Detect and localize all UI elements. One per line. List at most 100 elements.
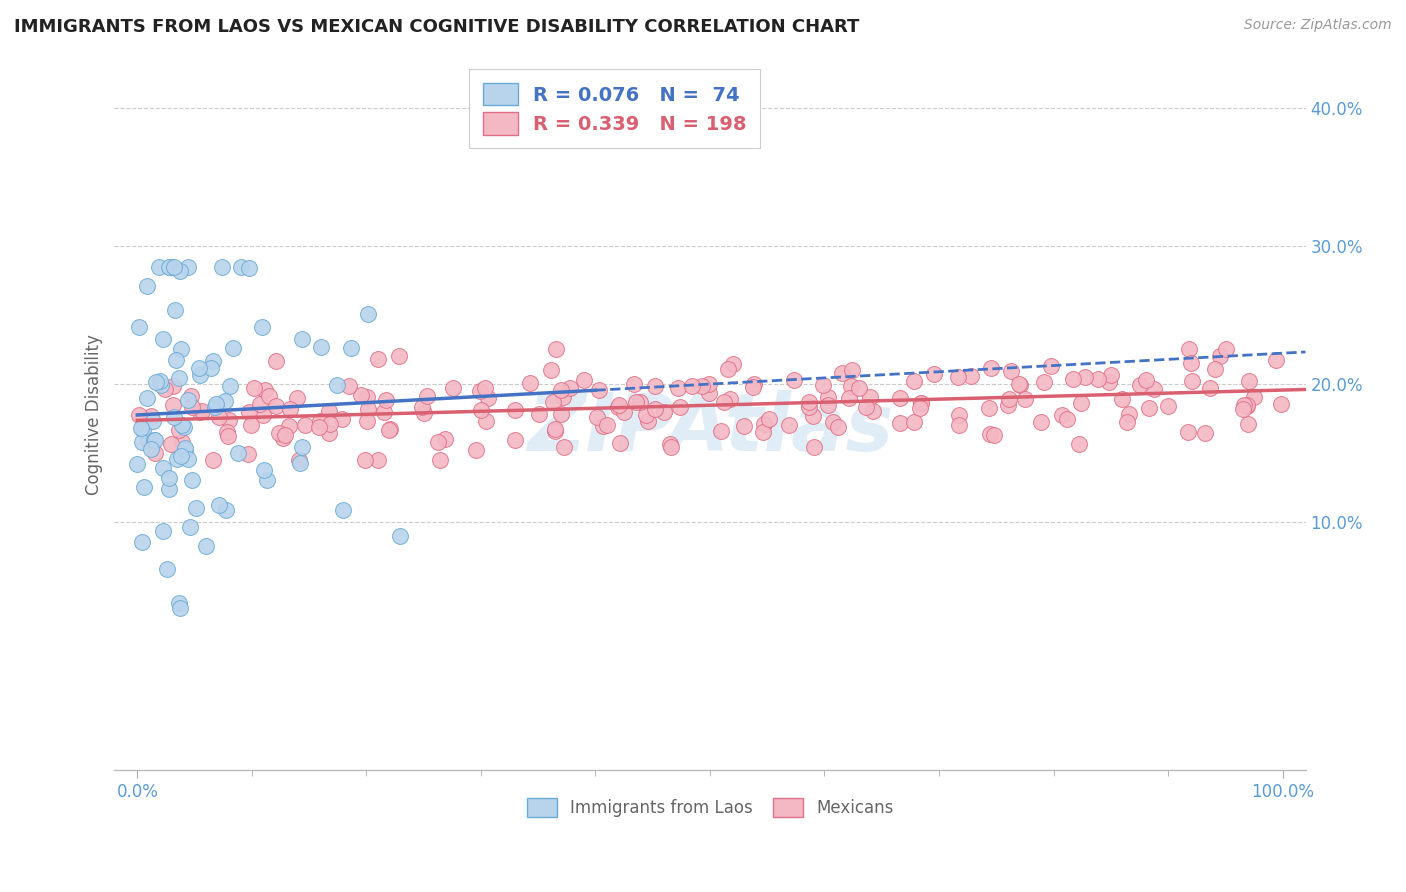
Point	[1111, 392, 1133, 406]
Point	[855, 400, 877, 414]
Point	[167, 596, 190, 610]
Point	[1180, 356, 1202, 370]
Point	[574, 373, 596, 387]
Point	[607, 398, 630, 412]
Point	[1239, 374, 1261, 388]
Point	[174, 441, 197, 455]
Point	[1243, 390, 1265, 404]
Point	[980, 360, 1002, 375]
Point	[1236, 399, 1258, 413]
Point	[242, 381, 264, 395]
Point	[167, 371, 190, 385]
Point	[959, 368, 981, 383]
Point	[357, 401, 380, 416]
Point	[1000, 364, 1022, 378]
Point	[1087, 372, 1109, 386]
Point	[128, 320, 150, 334]
Point	[129, 421, 152, 435]
Point	[211, 260, 233, 274]
Point	[544, 421, 567, 435]
Point	[188, 360, 211, 375]
Point	[801, 409, 824, 423]
Point	[558, 381, 581, 395]
Point	[803, 440, 825, 454]
Point	[202, 354, 225, 368]
Point	[948, 408, 970, 422]
Point	[1157, 399, 1180, 413]
Point	[946, 370, 969, 384]
Point	[543, 395, 565, 409]
Point	[143, 433, 166, 447]
Point	[170, 417, 193, 432]
Point	[637, 415, 659, 429]
Point	[190, 368, 212, 383]
Point	[922, 368, 945, 382]
Point	[274, 427, 297, 442]
Point	[1270, 397, 1292, 411]
Point	[624, 395, 647, 409]
Point	[177, 452, 200, 467]
Point	[214, 502, 236, 516]
Point	[889, 416, 911, 430]
Point	[1008, 377, 1031, 392]
Point	[889, 391, 911, 405]
Point	[238, 261, 260, 276]
Point	[948, 418, 970, 433]
Point	[1115, 415, 1137, 429]
Point	[644, 379, 666, 393]
Point	[214, 394, 236, 409]
Point	[169, 342, 191, 356]
Point	[983, 428, 1005, 442]
Point	[998, 392, 1021, 406]
Point	[742, 380, 765, 394]
Point	[252, 319, 274, 334]
Point	[318, 404, 340, 418]
Point	[181, 473, 204, 487]
Point	[259, 389, 281, 403]
Point	[758, 411, 780, 425]
Point	[236, 447, 259, 461]
Point	[908, 401, 931, 416]
Point	[434, 432, 457, 446]
Point	[219, 379, 242, 393]
Point	[142, 433, 165, 447]
Point	[474, 381, 496, 395]
Point	[841, 363, 863, 377]
Point	[159, 437, 181, 451]
Point	[200, 360, 222, 375]
Point	[378, 422, 401, 436]
Point	[1014, 392, 1036, 406]
Point	[827, 420, 849, 434]
Point	[340, 341, 363, 355]
Point	[1031, 415, 1053, 429]
Point	[318, 417, 340, 432]
Point	[1010, 377, 1032, 392]
Point	[173, 419, 195, 434]
Point	[623, 376, 645, 391]
Point	[195, 539, 218, 553]
Point	[291, 440, 314, 454]
Point	[180, 389, 202, 403]
Point	[318, 425, 340, 440]
Point	[609, 435, 631, 450]
Point	[1135, 373, 1157, 387]
Point	[441, 381, 464, 395]
Point	[1143, 382, 1166, 396]
Point	[388, 529, 411, 543]
Point	[240, 417, 263, 432]
Point	[127, 458, 149, 472]
Point	[588, 384, 610, 398]
Point	[221, 341, 243, 355]
Point	[208, 499, 231, 513]
Point	[681, 378, 703, 392]
Point	[172, 434, 194, 449]
Point	[208, 409, 231, 424]
Point	[1215, 343, 1237, 357]
Point	[783, 373, 806, 387]
Point	[823, 415, 845, 429]
Point	[180, 400, 202, 414]
Point	[142, 414, 165, 428]
Point	[644, 401, 666, 416]
Point	[607, 400, 630, 414]
Point	[813, 377, 835, 392]
